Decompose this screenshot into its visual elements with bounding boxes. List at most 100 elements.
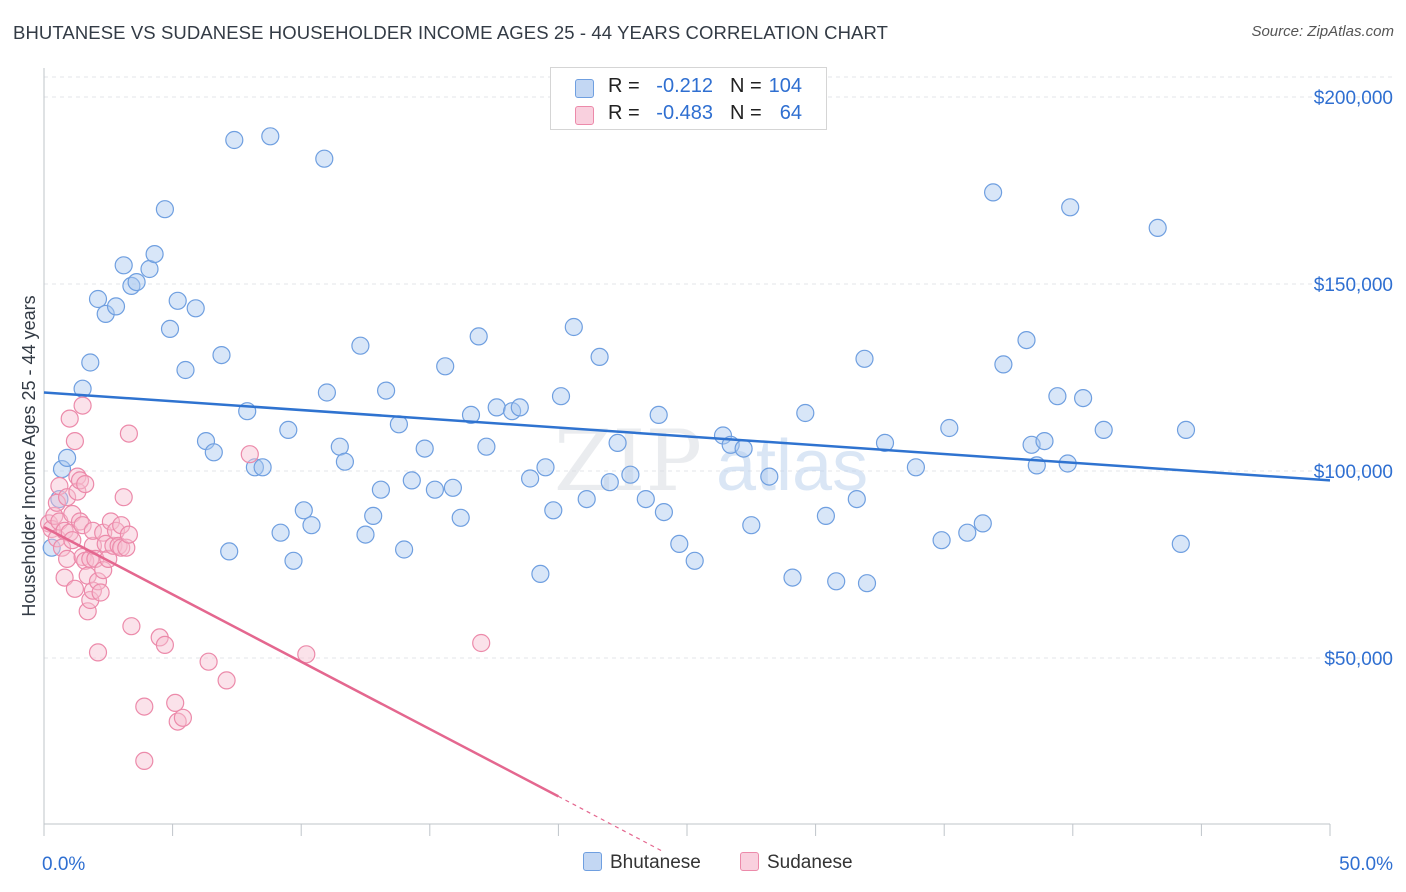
bhutanese-point	[734, 439, 753, 458]
bhutanese-point	[875, 433, 895, 452]
bhutanese-point	[1017, 331, 1036, 350]
sudanese-swatch-icon	[575, 106, 594, 125]
bhutanese-point	[544, 501, 563, 520]
bhutanese-point	[176, 360, 195, 380]
sudanese-point	[76, 475, 95, 494]
bhutanese-point	[335, 452, 354, 471]
bhutanese-point	[284, 551, 303, 570]
bhutanese-point	[600, 473, 619, 492]
n-value: 64	[779, 102, 802, 124]
stats-row-sudanese: R = -0.483 N = 64	[551, 102, 826, 130]
bhutanese-point	[1094, 420, 1113, 439]
y-tick-label: $50,000	[1324, 649, 1393, 670]
bhutanese-point	[461, 405, 481, 424]
bhutanese-point	[760, 467, 779, 486]
sudanese-point	[55, 568, 74, 587]
x-tick-label-end: 50.0%	[1339, 854, 1393, 875]
sudanese-point	[101, 512, 121, 531]
bhutanese-point	[155, 200, 174, 219]
y-tick-label: $150,000	[1314, 275, 1393, 296]
sudanese-point	[155, 635, 174, 655]
legend-label-sudanese: Sudanese	[767, 852, 853, 873]
sudanese-point	[173, 708, 192, 727]
sudanese-point	[217, 671, 236, 690]
bhutanese-point	[621, 465, 640, 484]
stats-row-bhutanese: R = -0.212 N = 104	[551, 75, 826, 103]
n-label: N =	[730, 102, 762, 124]
bhutanese-point	[106, 297, 126, 316]
bhutanese-point	[973, 514, 992, 533]
sudanese-point	[240, 445, 259, 464]
sudanese-point	[68, 482, 87, 501]
bhutanese-point	[317, 383, 336, 402]
bhutanese-point	[436, 357, 455, 376]
bhutanese-point	[371, 480, 390, 499]
bhutanese-point	[649, 405, 668, 424]
watermark: ZIP atlas	[554, 412, 868, 510]
sudanese-point	[83, 581, 103, 600]
bhutanese-point	[1061, 198, 1080, 217]
sudanese-point	[119, 525, 138, 544]
bhutanese-point	[1073, 389, 1093, 408]
bhutanese-point	[796, 403, 815, 423]
sudanese-point	[135, 697, 154, 716]
x-tick-label-start: 0.0%	[42, 854, 85, 875]
sudanese-point	[57, 549, 77, 569]
sudanese-point	[166, 693, 185, 713]
y-tick-label: $200,000	[1314, 88, 1393, 109]
bhutanese-point	[857, 574, 877, 593]
sudanese-point	[135, 751, 154, 771]
bhutanese-point	[186, 299, 205, 318]
bhutanese-trend-line	[43, 391, 1331, 482]
sudanese-point	[60, 409, 79, 428]
bhutanese-legend-swatch-icon	[583, 852, 602, 871]
bhutanese-point	[855, 349, 874, 368]
bhutanese-point	[783, 568, 802, 587]
sudanese-point	[63, 504, 82, 524]
sudanese-point	[199, 652, 218, 671]
bhutanese-point	[827, 572, 846, 591]
r-value: -0.483	[656, 102, 713, 124]
bhutanese-point	[685, 551, 704, 570]
bhutanese-point	[356, 525, 375, 544]
bhutanese-point	[551, 387, 571, 406]
bhutanese-point	[443, 478, 462, 497]
sudanese-point	[88, 643, 108, 662]
bhutanese-point	[96, 304, 115, 323]
bhutanese-point	[57, 448, 77, 467]
bhutanese-point	[81, 353, 100, 372]
bhutanese-point	[415, 439, 434, 458]
bhutanese-point	[742, 516, 761, 535]
bhutanese-point	[564, 317, 583, 337]
watermark-atlas: atlas	[716, 426, 868, 506]
bhutanese-point	[958, 523, 977, 542]
bhutanese-point	[1048, 387, 1067, 406]
bhutanese-swatch-icon	[575, 79, 594, 98]
chart-title: BHUTANESE VS SUDANESE HOUSEHOLDER INCOME…	[13, 22, 889, 43]
bhutanese-point	[816, 506, 836, 526]
bhutanese-point	[160, 319, 180, 338]
bhutanese-point	[395, 540, 414, 559]
r-label: R =	[608, 102, 640, 124]
bhutanese-point	[487, 398, 506, 417]
data-points	[39, 127, 1196, 771]
sudanese-trend-line	[43, 525, 559, 798]
axes	[43, 68, 1331, 836]
bhutanese-point	[1176, 420, 1196, 439]
sudanese-point	[73, 396, 92, 415]
bhutanese-point	[636, 490, 655, 509]
bhutanese-point	[1035, 432, 1054, 451]
bhutanese-point	[531, 564, 550, 584]
sudanese-point	[91, 583, 110, 602]
bhutanese-point	[364, 506, 383, 526]
bhutanese-point	[983, 183, 1003, 202]
stats-legend: R = -0.212 N = 104 R = -0.483 N = 64	[550, 67, 827, 130]
sudanese-point	[472, 633, 491, 653]
bhutanese-point	[204, 443, 223, 462]
n-label: N =	[730, 75, 762, 97]
legend-item-sudanese: Sudanese	[740, 852, 853, 874]
bhutanese-point	[1148, 218, 1167, 237]
sudanese-point	[73, 516, 92, 535]
sudanese-point	[119, 424, 138, 443]
